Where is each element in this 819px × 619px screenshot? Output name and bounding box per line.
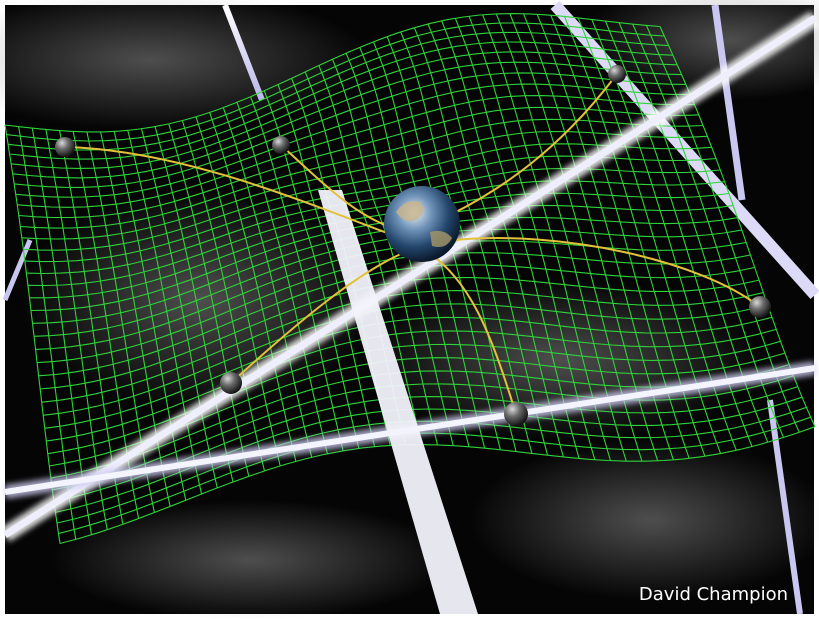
grid-line bbox=[15, 83, 691, 198]
credit: David Champion bbox=[639, 584, 788, 605]
grid-line bbox=[46, 328, 777, 442]
grid-line bbox=[4, 13, 661, 133]
grid-line bbox=[38, 264, 755, 377]
grid-line bbox=[37, 252, 751, 364]
beams-front bbox=[0, 11, 819, 614]
grid-line bbox=[20, 118, 704, 229]
earth bbox=[384, 186, 460, 262]
grid-line bbox=[11, 51, 678, 169]
grid-line bbox=[21, 130, 708, 240]
grid-line bbox=[59, 426, 816, 545]
grid-line bbox=[9, 41, 673, 160]
grid-line bbox=[12, 61, 682, 179]
grid-line bbox=[27, 180, 725, 287]
grid-line bbox=[29, 192, 729, 299]
grid-line bbox=[6, 22, 665, 142]
grid-line bbox=[44, 316, 773, 429]
grid-line bbox=[8, 31, 669, 151]
pulsars bbox=[55, 65, 771, 426]
grid-line bbox=[18, 106, 699, 219]
grid-line bbox=[17, 95, 695, 208]
grid-line bbox=[41, 290, 764, 403]
grid-line bbox=[52, 375, 794, 491]
grid-line bbox=[43, 303, 768, 416]
grid-line bbox=[14, 72, 686, 188]
grid-line bbox=[35, 240, 747, 350]
grid-line bbox=[47, 340, 781, 455]
grid-line bbox=[23, 143, 712, 251]
grid-line bbox=[26, 167, 721, 275]
